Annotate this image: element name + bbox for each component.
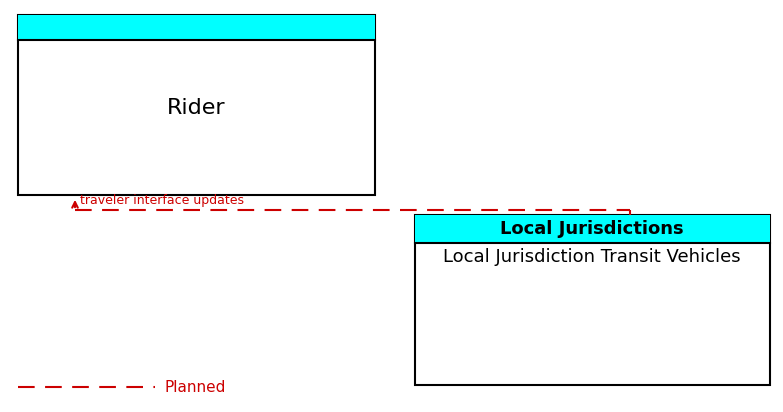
Text: Local Jurisdictions: Local Jurisdictions: [500, 220, 684, 238]
Text: Planned: Planned: [165, 379, 226, 395]
Bar: [415, 215, 770, 385]
Text: Local Jurisdiction Transit Vehicles: Local Jurisdiction Transit Vehicles: [443, 248, 741, 266]
Text: Rider: Rider: [167, 98, 226, 118]
Bar: [18, 15, 375, 195]
Bar: [18, 15, 375, 40]
Text: traveler interface updates: traveler interface updates: [80, 194, 244, 207]
Bar: [415, 215, 770, 243]
